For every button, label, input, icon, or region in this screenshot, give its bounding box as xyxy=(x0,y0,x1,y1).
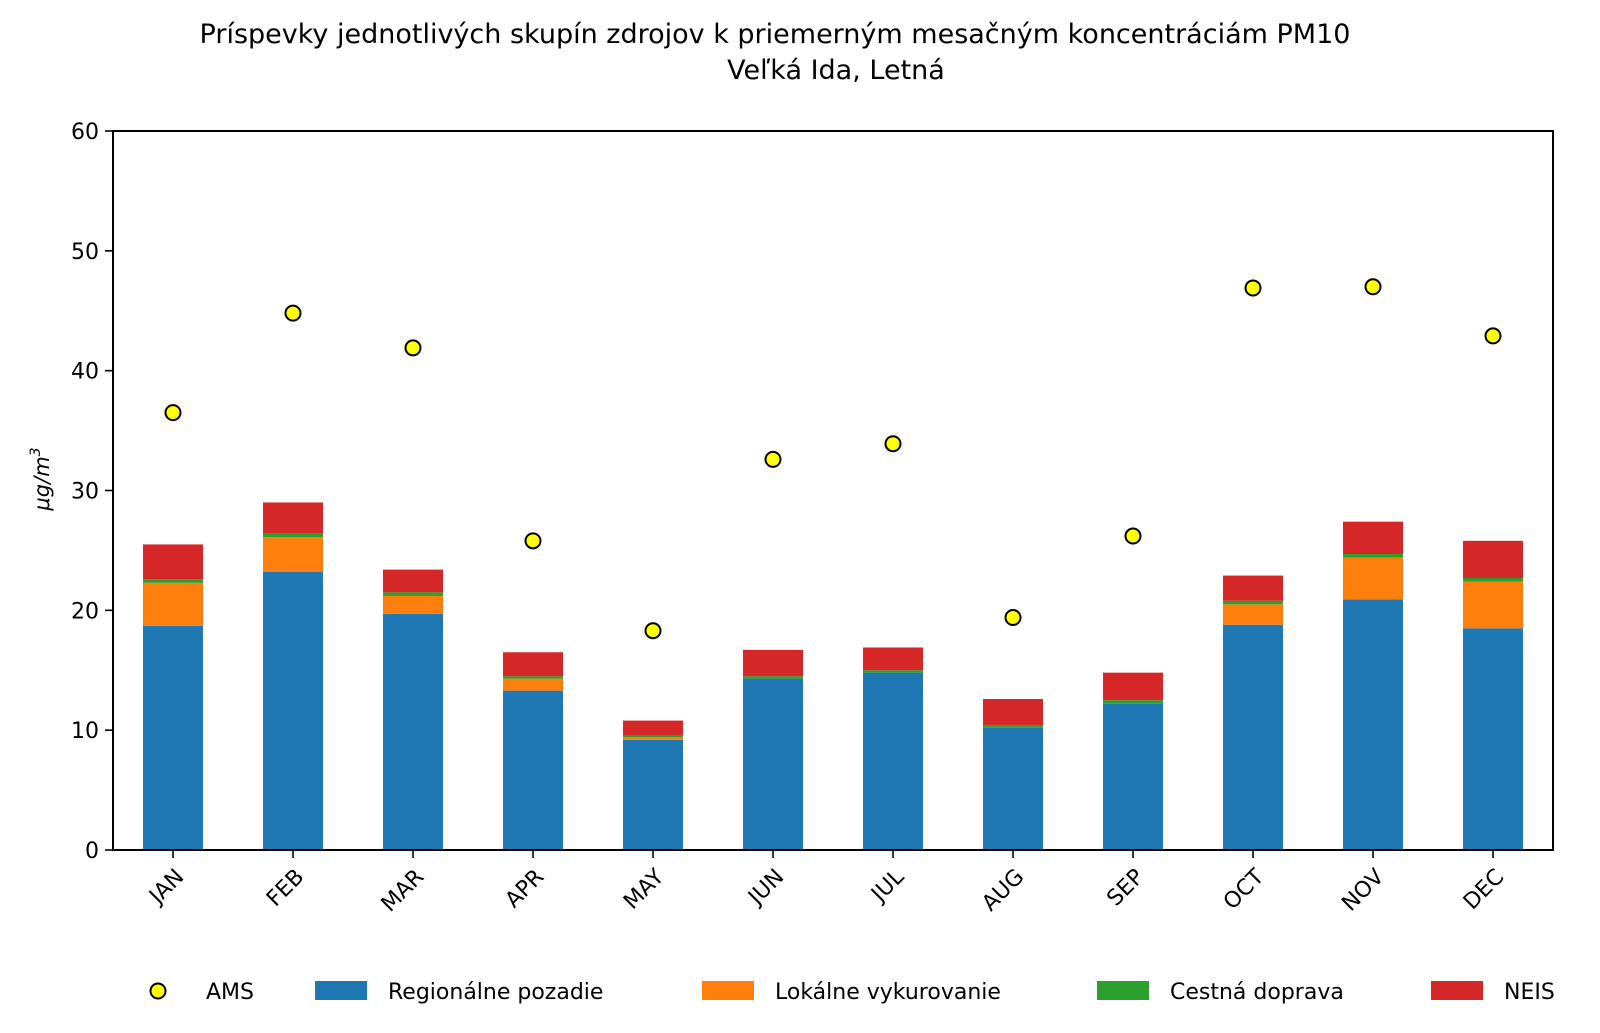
bar-regionálne-pozadie-sep xyxy=(1103,703,1163,850)
y-tick-label: 60 xyxy=(71,120,99,145)
bar-regionálne-pozadie-jul xyxy=(863,672,923,850)
bar-regionálne-pozadie-feb xyxy=(263,571,323,850)
bar-lokálne-vykurovanie-mar xyxy=(383,595,443,614)
bar-neis-nov xyxy=(1343,521,1403,555)
ams-point-dec xyxy=(1484,327,1502,345)
x-tick-label: MAY xyxy=(619,864,669,914)
bar-neis-jul xyxy=(863,647,923,671)
ams-point-feb xyxy=(284,304,302,322)
y-tick-label: 30 xyxy=(71,480,99,505)
ams-points xyxy=(164,278,1502,640)
legend-swatch-lokálne-vykurovanie xyxy=(702,981,754,1000)
bar-cestná-doprava-dec xyxy=(1463,577,1523,582)
bar-cestná-doprava-feb xyxy=(263,533,323,538)
bar-lokálne-vykurovanie-jan xyxy=(143,582,203,626)
bar-cestná-doprava-apr xyxy=(503,676,563,679)
bar-cestná-doprava-jun xyxy=(743,676,803,679)
bar-regionálne-pozadie-may xyxy=(623,739,683,850)
bar-cestná-doprava-mar xyxy=(383,592,443,596)
bar-lokálne-vykurovanie-oct xyxy=(1223,604,1283,625)
bar-neis-sep xyxy=(1103,672,1163,701)
plot-frame xyxy=(112,130,1554,851)
legend-label: Lokálne vykurovanie xyxy=(775,980,1001,1005)
bar-neis-jan xyxy=(143,544,203,580)
y-tick-label: 0 xyxy=(85,839,99,864)
y-axis-label: μg/m3 xyxy=(28,447,54,511)
bar-regionálne-pozadie-mar xyxy=(383,613,443,850)
legend-label: Regionálne pozadie xyxy=(388,980,603,1005)
bar-cestná-doprava-may xyxy=(623,734,683,738)
bar-cestná-doprava-jul xyxy=(863,670,923,673)
y-tick-label: 20 xyxy=(71,599,99,624)
x-tick-label: SEP xyxy=(1102,865,1149,912)
ams-point-jun xyxy=(764,450,782,468)
legend-swatch-cestná-doprava xyxy=(1097,981,1149,1000)
ams-point-may xyxy=(644,622,662,640)
bar-neis-aug xyxy=(983,699,1043,726)
bar-cestná-doprava-oct xyxy=(1223,600,1283,605)
bar-lokálne-vykurovanie-dec xyxy=(1463,581,1523,629)
y-axis: 0 10 20 30 40 50 60 xyxy=(71,120,113,864)
bar-regionálne-pozadie-dec xyxy=(1463,628,1523,850)
x-tick-label: NOV xyxy=(1337,865,1389,917)
bar-neis-dec xyxy=(1463,540,1523,578)
bar-neis-mar xyxy=(383,569,443,593)
bar-lokálne-vykurovanie-may xyxy=(623,737,683,740)
bar-cestná-doprava-jan xyxy=(143,579,203,583)
legend-label: Cestná doprava xyxy=(1170,980,1344,1005)
x-axis: JAN FEB MAR APR MAY JUN JUL AUG SEP OCT NOV DEC xyxy=(144,850,1509,918)
bar-neis-jun xyxy=(743,649,803,677)
y-tick-label: 10 xyxy=(71,719,99,744)
ams-point-mar xyxy=(404,339,422,357)
bar-lokálne-vykurovanie-apr xyxy=(503,678,563,691)
bar-regionálne-pozadie-apr xyxy=(503,690,563,850)
bar-regionálne-pozadie-aug xyxy=(983,727,1043,850)
bar-lokálne-vykurovanie-feb xyxy=(263,537,323,572)
ams-point-apr xyxy=(524,532,542,550)
ams-point-jan xyxy=(164,404,182,422)
bar-regionálne-pozadie-oct xyxy=(1223,624,1283,850)
legend: AMS Regionálne pozadie Lokálne vykurovanie… xyxy=(149,980,1555,1005)
bar-regionálne-pozadie-jan xyxy=(143,625,203,850)
x-tick-label: OCT xyxy=(1219,864,1270,915)
bar-regionálne-pozadie-nov xyxy=(1343,599,1403,850)
bar-neis-feb xyxy=(263,502,323,534)
bar-neis-may xyxy=(623,720,683,735)
bar-cestná-doprava-sep xyxy=(1103,700,1163,704)
y-tick-label: 50 xyxy=(71,240,99,265)
x-tick-label: JUN xyxy=(743,865,790,912)
x-tick-label: MAR xyxy=(377,865,430,918)
bar-neis-apr xyxy=(503,652,563,677)
bar-cestná-doprava-aug xyxy=(983,725,1043,728)
y-tick-label: 40 xyxy=(71,360,99,385)
bars xyxy=(143,502,1523,850)
x-tick-label: DEC xyxy=(1459,865,1509,915)
bar-cestná-doprava-nov xyxy=(1343,554,1403,558)
ams-point-oct xyxy=(1244,279,1262,297)
legend-swatch-neis xyxy=(1431,981,1483,1000)
legend-label: AMS xyxy=(206,980,254,1005)
bar-regionálne-pozadie-jun xyxy=(743,678,803,850)
x-tick-label: JUL xyxy=(866,864,910,908)
x-tick-label: AUG xyxy=(977,865,1029,917)
bar-neis-oct xyxy=(1223,575,1283,601)
x-tick-label: JAN xyxy=(144,865,190,911)
bar-lokálne-vykurovanie-nov xyxy=(1343,557,1403,600)
ams-point-jul xyxy=(884,435,902,453)
legend-marker-ams xyxy=(149,982,167,1000)
legend-label: NEIS xyxy=(1504,980,1555,1005)
ams-point-sep xyxy=(1124,527,1142,545)
ams-point-aug xyxy=(1004,609,1022,627)
ams-point-nov xyxy=(1364,278,1382,296)
chart-title-line1: Príspevky jednotlivých skupín zdrojov k … xyxy=(200,19,1351,50)
chart-title-line2: Veľká Ida, Letná xyxy=(727,55,945,86)
x-tick-label: APR xyxy=(501,865,550,914)
legend-swatch-regionálne-pozadie xyxy=(315,981,367,1000)
x-tick-label: FEB xyxy=(262,865,309,912)
